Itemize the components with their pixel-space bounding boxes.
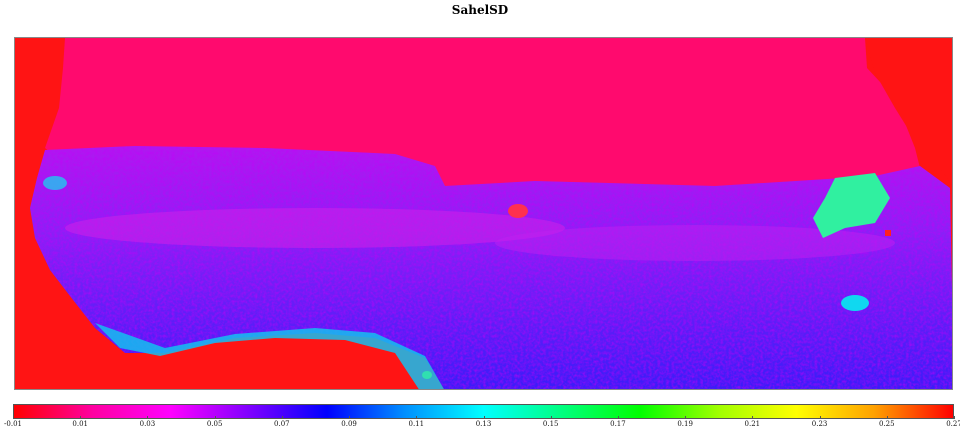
colorbar-tick-mark xyxy=(886,416,888,419)
colorbar-tick-label: 0.09 xyxy=(341,420,357,428)
colorbar-tick-mark xyxy=(349,416,351,419)
colorbar-tick-label: 0.07 xyxy=(274,420,290,428)
map-panel xyxy=(14,37,953,390)
sahel-transition-band-east xyxy=(495,225,895,261)
vegetation-texture xyxy=(30,146,952,389)
colorbar-tick-label: 0.13 xyxy=(475,420,492,428)
sahel-transition-band xyxy=(65,208,565,248)
colorbar-tick-mark xyxy=(617,416,619,419)
eastern-green-patch xyxy=(813,173,890,238)
colorbar-tick-labels: -0.01 0.01 0.03 0.05 0.07 0.09 0.11 0.13 0.15 0.1… xyxy=(0,416,960,440)
colorbar-tick-label: 0.21 xyxy=(744,420,761,428)
colorbar-tick-mark xyxy=(416,416,418,419)
colorbar-tick-label: 0.03 xyxy=(139,420,156,428)
colorbar-tick-mark xyxy=(80,416,82,419)
colorbar-tick-mark xyxy=(685,416,687,419)
colorbar-tick-label: 0.17 xyxy=(610,420,626,428)
colorbar-tick-mark xyxy=(954,416,955,419)
bioko-island xyxy=(422,371,432,379)
colorbar-tick-label: 0.27 xyxy=(946,420,960,428)
colorbar-tick-label: 0.15 xyxy=(542,420,559,428)
colorbar-tick-label: 0.25 xyxy=(878,420,895,428)
lake-chad-patch xyxy=(508,204,528,218)
colorbar-tick-label: 0.23 xyxy=(811,420,828,428)
colorbar-tick-mark xyxy=(214,416,216,419)
colorbar-tick-mark xyxy=(819,416,821,419)
colorbar-tick-mark xyxy=(13,416,14,419)
colorbar-tick-mark xyxy=(483,416,485,419)
colorbar-tick-mark xyxy=(550,416,552,419)
coastal-cyan-belt xyxy=(95,323,444,389)
colorbar-tick-label: 0.11 xyxy=(408,420,425,428)
map-title: SahelSD xyxy=(451,3,509,17)
eastern-cyan-patch xyxy=(841,295,869,311)
colorbar-tick-mark xyxy=(281,416,283,419)
colorbar-tick-label: 0.01 xyxy=(72,420,88,428)
colorbar-tick-label: 0.05 xyxy=(206,420,223,428)
colorbar-tick-mark xyxy=(752,416,754,419)
colorbar-tick-mark xyxy=(147,416,149,419)
colorbar-tick-label: -0.01 xyxy=(4,420,22,428)
desert-region xyxy=(45,38,920,188)
colorbar-tick-label: 0.19 xyxy=(677,420,693,428)
red-sea-coast xyxy=(865,38,952,186)
red-pixel-patch xyxy=(885,230,891,236)
western-cyan-patch xyxy=(43,176,67,190)
map-canvas xyxy=(15,38,952,389)
